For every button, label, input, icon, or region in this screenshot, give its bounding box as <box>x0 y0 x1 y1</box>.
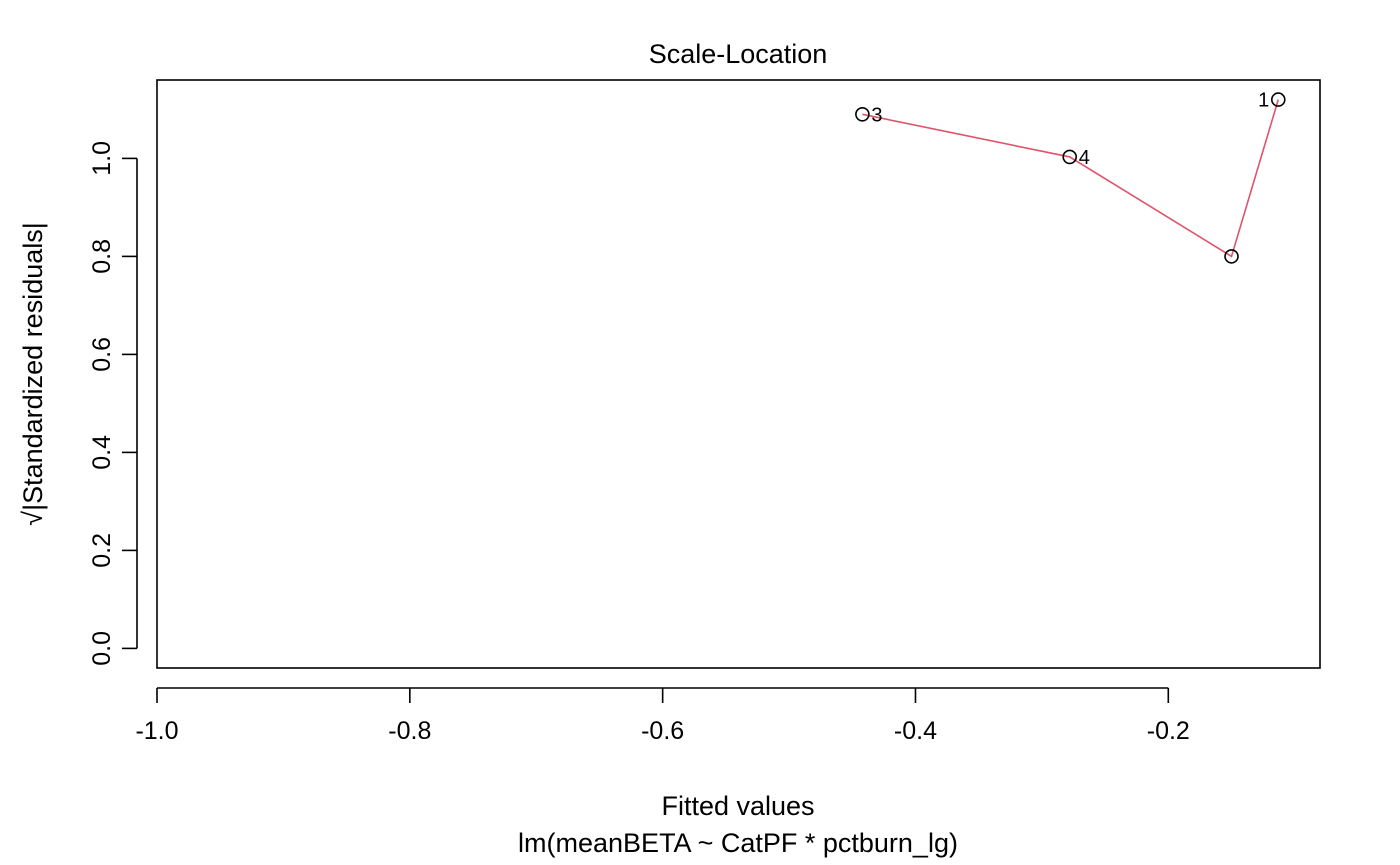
chart-title: Scale-Location <box>649 39 828 69</box>
smoother-line <box>862 99 1280 258</box>
data-series: 3 4 1 <box>855 90 1286 264</box>
y-tick-label: 0.2 <box>88 533 116 568</box>
y-tick-label: 0.6 <box>88 337 116 372</box>
x-tick-label: -0.6 <box>641 717 684 745</box>
y-axis-title: √|Standardized residuals| <box>18 222 48 526</box>
plot-frame <box>156 79 1321 669</box>
y-tick-label: 0.4 <box>88 435 116 470</box>
x-tick-label: -1.0 <box>135 717 178 745</box>
data-point <box>1062 149 1078 165</box>
x-tick-label: -0.4 <box>894 717 937 745</box>
data-point <box>1270 92 1286 107</box>
y-tick-label: 0.8 <box>88 239 116 274</box>
x-tick-label: -0.2 <box>1147 717 1190 745</box>
point-label: 1 <box>1258 90 1269 112</box>
x-tick-label: -0.8 <box>388 717 431 745</box>
model-formula-subtitle: lm(meanBETA ~ CatPF * pctburn_lg) <box>518 828 958 858</box>
y-tick-label: 1.0 <box>88 141 116 176</box>
plot-area <box>156 79 1321 669</box>
y-axis: 0.0 0.2 0.4 0.6 0.8 1.0 <box>88 141 138 666</box>
x-axis-title: Fitted values <box>661 791 814 821</box>
y-tick-label: 0.0 <box>88 631 116 666</box>
data-point <box>855 107 870 122</box>
data-point <box>1224 249 1239 264</box>
point-label: 3 <box>871 104 882 126</box>
x-axis: -1.0 -0.8 -0.6 -0.4 -0.2 <box>135 687 1190 745</box>
point-label: 4 <box>1079 147 1090 169</box>
